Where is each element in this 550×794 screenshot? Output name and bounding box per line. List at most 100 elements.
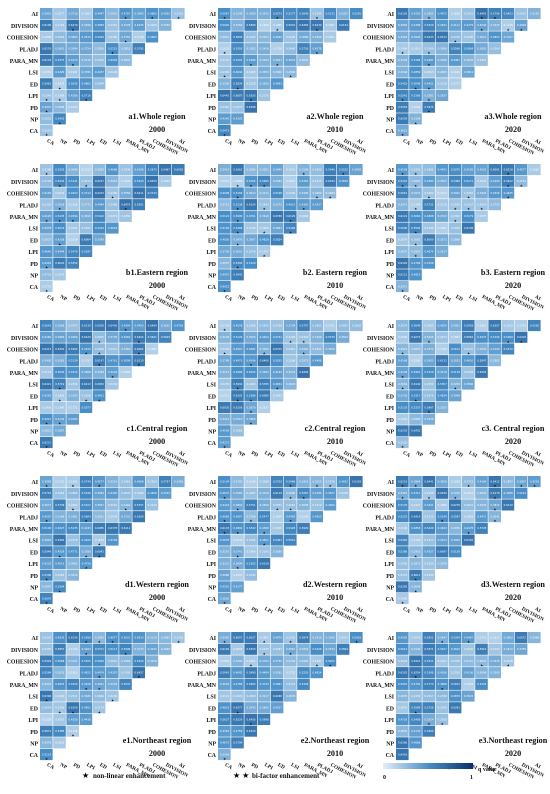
enhancement-star: ★ <box>249 422 253 426</box>
heatmap-cell <box>53 737 66 749</box>
cell-value: 0.2874 <box>398 323 407 327</box>
col-label: AI <box>356 762 364 770</box>
cell-value: 0.4229 <box>108 370 117 374</box>
heatmap-cell <box>409 534 422 546</box>
enhancement-star: ★ <box>302 207 306 211</box>
heatmap-cell <box>475 199 488 211</box>
enhancement-star: ★ <box>236 266 240 270</box>
heatmap-cell <box>40 667 53 679</box>
enhancement-star: ★ <box>441 640 445 644</box>
heatmap-cell <box>244 522 257 534</box>
heatmap-cell <box>66 54 79 66</box>
cell-value: 0.4217 <box>273 706 282 710</box>
heatmap-cell <box>79 78 93 90</box>
cell-value: 0.4853 <box>490 35 499 39</box>
heatmap-cell <box>297 43 310 55</box>
enhancement-star: ★ <box>45 699 49 703</box>
heatmap-cell <box>145 655 159 667</box>
row-label: COHESION <box>363 348 395 354</box>
cell-value: 0.3952 <box>42 11 51 15</box>
row-label: COHESION <box>185 348 217 354</box>
heatmap-cell <box>79 632 93 644</box>
row-label: AI <box>32 12 39 18</box>
cell-value: 0.2488 <box>108 203 117 207</box>
cell-value: 0.1622 <box>55 82 64 86</box>
cell-value: 0.6384 <box>299 23 308 27</box>
enhancement-star: ★ <box>427 196 431 200</box>
heatmap-cell <box>40 413 53 425</box>
cell-value: 0.1708 <box>438 347 447 351</box>
cell-value: 0.2552 <box>273 503 282 507</box>
heatmap-cell <box>409 175 422 187</box>
col-label: PD <box>72 450 81 459</box>
enhancement-star: ★ <box>124 40 128 44</box>
heatmap-cell <box>66 199 79 211</box>
heatmap-cell <box>244 487 257 499</box>
heatmap-cell <box>218 101 231 113</box>
cell-value: 0.3372 <box>424 347 433 351</box>
enhancement-star: ★ <box>223 601 227 605</box>
heatmap-cell <box>422 390 435 402</box>
enhancement-star: ★ <box>58 398 62 402</box>
cell-value: 0.4286 <box>504 491 513 495</box>
heatmap-cell <box>53 487 66 499</box>
bifactor-stars: ★ ★ <box>233 771 249 780</box>
cell-value: 0.3621 <box>477 35 486 39</box>
cell-value: 0.5064 <box>464 47 473 51</box>
heatmap-cell <box>270 43 284 55</box>
heatmap-cell <box>231 667 244 679</box>
enhancement-star: ★ <box>302 172 306 176</box>
cell-value: 0.2746 <box>451 35 460 39</box>
cell-value: 0.5847 <box>477 359 486 363</box>
heatmap-cell <box>132 43 145 55</box>
heatmap-cell <box>244 187 257 199</box>
cell-value: 0.3884 <box>398 23 407 27</box>
heatmap-cell <box>488 175 501 187</box>
cell-value: 0.6203 <box>398 429 407 433</box>
cell-value: 0.2451 <box>477 58 486 62</box>
heatmap-cell <box>422 101 435 113</box>
heatmap-cell <box>422 8 435 20</box>
row-label: CA <box>386 285 395 291</box>
enhancement-star: ★ <box>263 543 267 547</box>
heatmap-cell <box>310 499 323 511</box>
heatmap-cell <box>244 713 257 725</box>
heatmap-cell <box>40 655 53 667</box>
col-label: NP <box>59 606 69 615</box>
heatmap-cell <box>244 222 257 234</box>
cell-value: 0.4682 <box>246 347 255 351</box>
row-label: PLADJ <box>19 359 38 365</box>
cell-value: 0.4496 <box>312 359 321 363</box>
cell-value: 0.2418 <box>55 491 64 495</box>
cell-value: 0.4818 <box>260 238 269 242</box>
cell-value: 0.2558 <box>438 717 447 721</box>
cell-value: 0.1511 <box>438 191 447 195</box>
cell-value: 0.6200 <box>95 323 104 327</box>
heatmap-cell <box>244 257 257 269</box>
cell-value: 0.2421 <box>108 347 117 351</box>
cell-value: 0.2834 <box>121 58 130 62</box>
enhancement-star: ★ <box>249 184 253 188</box>
cell-value: 0.3949 <box>273 167 282 171</box>
enhancement-star: ★ <box>467 207 471 211</box>
cell-value: 0.4507 <box>233 347 242 351</box>
heatmap-cell <box>270 210 284 222</box>
heatmap-cell <box>145 632 159 644</box>
cell-value: 0.3820 <box>220 596 229 600</box>
enhancement-star: ★ <box>263 184 267 188</box>
cell-value: 0.4494 <box>260 671 269 675</box>
cell-value: 0.4908 <box>220 191 229 195</box>
heatmap-cell <box>435 175 449 187</box>
cell-value: 0.1883 <box>464 515 473 519</box>
cell-value: 0.6412 <box>490 479 499 483</box>
enhancement-star: ★ <box>58 184 62 188</box>
cell-value: 0.4478 <box>464 526 473 530</box>
cell-value: 0.5119 <box>42 752 51 756</box>
cell-value: 0.6207 <box>490 323 499 327</box>
cell-value: 0.2165 <box>55 706 64 710</box>
heatmap-cell <box>462 19 475 31</box>
cell-value: 0.1906 <box>438 503 447 507</box>
cell-value: 0.2343 <box>260 550 269 554</box>
col-label: LPI <box>263 138 273 147</box>
heatmap-cell <box>435 667 449 679</box>
